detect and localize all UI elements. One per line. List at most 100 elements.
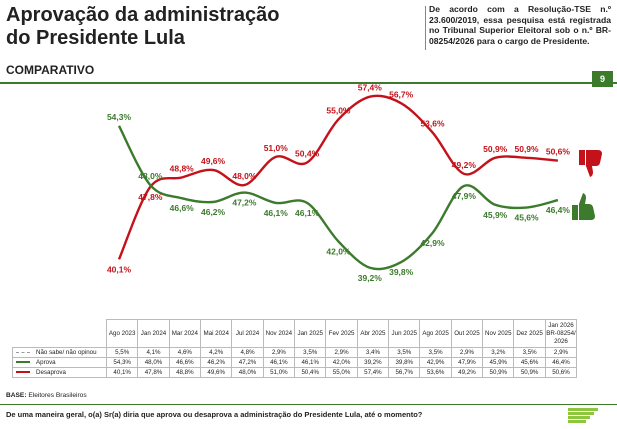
table-cell: 42,0% xyxy=(325,357,358,368)
table-cell: 48,0% xyxy=(231,367,264,378)
title-line-1: Aprovação da administração xyxy=(6,4,280,26)
table-row: Aprova 54,3% 48,0% 46,6% 46,2% 47,2% 46,1% 46,1… xyxy=(12,357,578,368)
table-cell: 2,9% xyxy=(450,347,484,358)
legend-label: Não sabe/ não opinou xyxy=(36,349,97,356)
base-text: Eleitores Brasileiros xyxy=(28,392,87,399)
data-label-desaprova: 51,0% xyxy=(264,143,289,153)
table-cell: 4,1% xyxy=(137,347,170,358)
data-label-aprova: 39,2% xyxy=(358,273,383,283)
data-label-aprova: 47,9% xyxy=(452,191,477,201)
data-label-aprova: 45,6% xyxy=(514,213,539,223)
table-cell: 4,6% xyxy=(168,347,202,358)
tick-label: Dez 2025 xyxy=(513,319,546,348)
table-cell: 45,6% xyxy=(513,357,546,368)
data-label-desaprova: 49,2% xyxy=(452,160,477,170)
table-cell: 3,5% xyxy=(513,347,546,358)
legend-swatch xyxy=(16,361,30,364)
table-cell: 50,6% xyxy=(544,367,578,378)
base-label: BASE: xyxy=(6,392,27,399)
table-cell: 55,0% xyxy=(325,367,358,378)
data-label-aprova: 39,8% xyxy=(389,267,414,277)
tick-label: Jan 2024 xyxy=(137,319,170,348)
table-row: Desaprova 40,1% 47,8% 48,8% 49,6% 48,0% 51,0% 5… xyxy=(12,367,578,378)
data-label-desaprova: 49,6% xyxy=(201,156,226,166)
header-divider xyxy=(425,6,426,50)
table-header-row: Ago 2023 Jan 2024 Mar 2024 Mai 2024 Jul 2024… xyxy=(13,319,578,348)
table-cell: 49,6% xyxy=(200,367,233,378)
tick-label: Out 2025 xyxy=(450,319,484,348)
table-cell: 57,4% xyxy=(356,367,390,378)
table-cell: 4,2% xyxy=(200,347,233,358)
legend-entry: Aprova xyxy=(12,357,107,368)
thumbs-up-icon xyxy=(572,193,595,220)
tick-label: Mai 2024 xyxy=(200,319,233,348)
table-cell: 54,3% xyxy=(105,357,139,368)
registration-note: De acordo com a Resolução-TSE n.º 23.600… xyxy=(429,4,611,46)
data-label-aprova: 48,0% xyxy=(138,171,163,181)
series-line-aprova xyxy=(117,125,559,271)
tick-label: Ago 2023 xyxy=(105,319,139,348)
table-cell: 3,2% xyxy=(482,347,515,358)
table-cell: 45,9% xyxy=(482,357,515,368)
tick-label: Abr 2025 xyxy=(356,319,390,348)
table-cell: 50,4% xyxy=(294,367,327,378)
base-note: BASE: Eleitores Brasileiros xyxy=(6,392,87,399)
table-cell: 2,9% xyxy=(544,347,578,358)
table-corner xyxy=(13,320,107,348)
table-cell: 46,1% xyxy=(262,357,296,368)
data-label-aprova: 46,1% xyxy=(295,208,320,218)
series-line-desaprova xyxy=(117,94,559,260)
footer-rule xyxy=(0,404,617,405)
data-label-aprova: 46,1% xyxy=(264,208,289,218)
table-cell: 51,0% xyxy=(262,367,296,378)
tick-label: Jan 2026 BR-08254/ 2026 xyxy=(544,319,578,348)
line-chart: 54,3% 48,0% 46,6% 46,2% 47,2% 46,1% 46,1% 42,0%… xyxy=(107,83,602,283)
table-cell: 48,0% xyxy=(137,357,170,368)
table-cell: 47,9% xyxy=(450,357,484,368)
table-cell: 47,8% xyxy=(137,367,170,378)
table-cell: 3,5% xyxy=(419,347,452,358)
legend-label: Aprova xyxy=(36,359,56,366)
data-label-aprova: 42,9% xyxy=(420,238,445,248)
table-cell: 3,5% xyxy=(294,347,327,358)
table-row: Não sabe/ não opinou 5,5% 4,1% 4,6% 4,2% 4,8%… xyxy=(12,347,578,358)
table-cell: 4,8% xyxy=(231,347,264,358)
table-cell: 42,9% xyxy=(419,357,452,368)
survey-question: De uma maneira geral, o(a) Sr(a) diria q… xyxy=(6,410,423,419)
legend-swatch xyxy=(16,371,30,374)
tick-label: Mar 2024 xyxy=(168,319,202,348)
table-cell: 50,9% xyxy=(513,367,546,378)
tick-label: Nov 2024 xyxy=(262,319,296,348)
tick-label: Nov 2025 xyxy=(482,319,515,348)
thumbs-down-icon xyxy=(579,150,602,177)
tick-label: Jun 2025 xyxy=(388,319,421,348)
data-label-desaprova: 47,8% xyxy=(138,192,163,202)
table-cell: 46,6% xyxy=(168,357,202,368)
table-cell: 40,1% xyxy=(105,367,139,378)
page-subtitle: COMPARATIVO xyxy=(6,63,95,77)
data-table: Ago 2023 Jan 2024 Mar 2024 Mai 2024 Jul 2024… xyxy=(12,319,578,378)
table-cell: 46,2% xyxy=(200,357,233,368)
data-label-desaprova: 56,7% xyxy=(389,89,414,99)
table-cell: 46,4% xyxy=(544,357,578,368)
data-label-desaprova: 50,9% xyxy=(483,144,508,154)
table-cell: 2,9% xyxy=(325,347,358,358)
table-cell: 39,2% xyxy=(356,357,390,368)
data-label-aprova: 47,2% xyxy=(232,198,257,208)
institute-logo-icon xyxy=(568,408,598,426)
legend-label: Desaprova xyxy=(36,369,66,376)
table-cell: 5,5% xyxy=(105,347,139,358)
table-cell: 3,5% xyxy=(388,347,421,358)
page-number: 9 xyxy=(592,71,613,87)
table-cell: 50,9% xyxy=(482,367,515,378)
table-cell: 3,4% xyxy=(356,347,390,358)
table-cell: 56,7% xyxy=(388,367,421,378)
legend-entry: Não sabe/ não opinou xyxy=(12,347,107,358)
legend-entry: Desaprova xyxy=(12,367,107,378)
data-label-desaprova: 53,6% xyxy=(420,118,445,128)
table-cell: 39,8% xyxy=(388,357,421,368)
data-label-desaprova: 50,4% xyxy=(295,149,320,159)
header-rule xyxy=(0,82,617,84)
title-line-2: do Presidente Lula xyxy=(6,27,185,49)
data-label-aprova: 54,3% xyxy=(107,112,132,122)
